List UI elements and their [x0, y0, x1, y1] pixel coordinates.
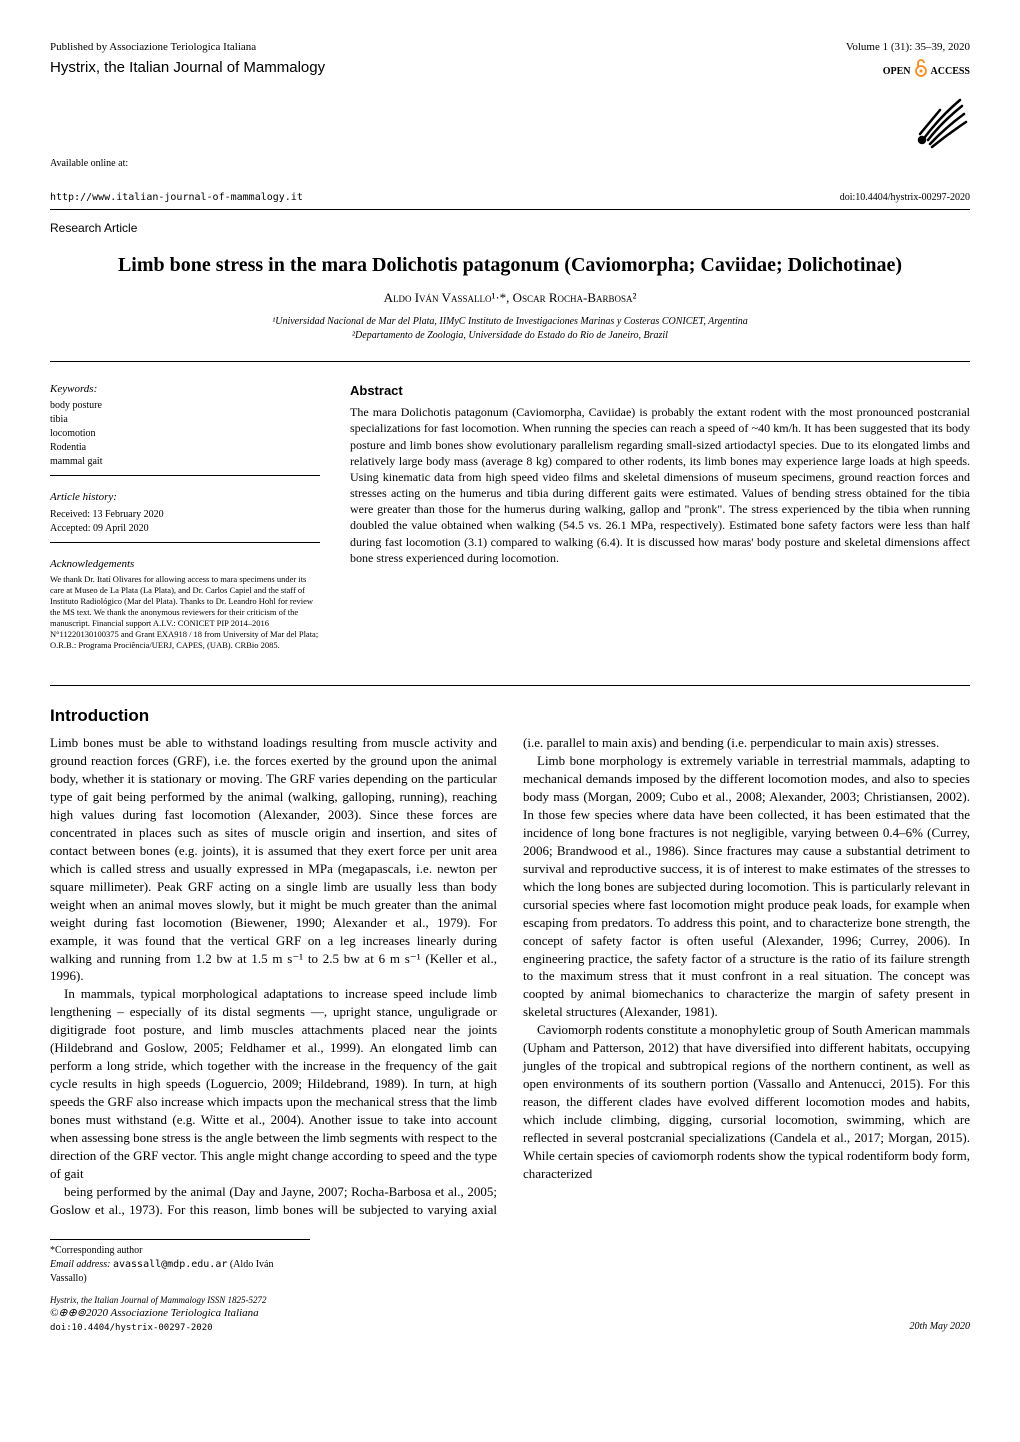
keyword: body posture	[50, 399, 320, 413]
keyword: mammal gait	[50, 455, 320, 469]
publisher-line: Published by Associazione Teriologica It…	[50, 40, 325, 55]
footer-date: 20th May 2020	[909, 1320, 970, 1334]
abstract-heading: Abstract	[350, 382, 970, 400]
header-doi: doi:10.4404/hystrix-00297-2020	[840, 191, 970, 205]
footer-doi: doi:10.4404/hystrix-00297-2020	[50, 1322, 310, 1335]
journal-logo-icon	[910, 92, 970, 152]
body-paragraph: Limb bones must be able to withstand loa…	[50, 734, 497, 985]
keywords-heading: Keywords:	[50, 382, 320, 397]
received-date: Received: 13 February 2020	[50, 508, 320, 522]
history-heading: Article history:	[50, 490, 320, 505]
accepted-date: Accepted: 09 April 2020	[50, 522, 320, 536]
footer-copyright: ©⊕⊕⊚2020 Associazione Teriologica Italia…	[50, 1306, 310, 1321]
body-paragraph: Limb bone morphology is extremely variab…	[523, 752, 970, 1021]
journal-url[interactable]: http://www.italian-journal-of-mammalogy.…	[50, 191, 303, 205]
article-title: Limb bone stress in the mara Dolichotis …	[50, 251, 970, 279]
available-online-label: Available online at:	[50, 157, 970, 171]
footer-journal-info: Hystrix, the Italian Journal of Mammalog…	[50, 1294, 310, 1307]
email-label: Email address:	[50, 1259, 110, 1270]
body-paragraph: In mammals, typical morphological adapta…	[50, 985, 497, 1182]
open-label: OPEN	[883, 65, 911, 79]
abstract-text: The mara Dolichotis patagonum (Caviomorp…	[350, 404, 970, 566]
keyword: Rodentia	[50, 441, 320, 455]
keyword: tibia	[50, 413, 320, 427]
journal-name: Hystrix, the Italian Journal of Mammalog…	[50, 57, 325, 78]
ack-text: We thank Dr. Itatí Olivares for allowing…	[50, 574, 320, 651]
open-access-icon	[915, 59, 927, 84]
access-label: ACCESS	[931, 65, 970, 79]
keyword: locomotion	[50, 427, 320, 441]
body-paragraph: Caviomorph rodents constitute a monophyl…	[523, 1021, 970, 1182]
corresponding-author-label: *Corresponding author	[50, 1244, 310, 1258]
authors: Aldo Iván Vassallo¹·*, Oscar Rocha-Barbo…	[50, 289, 970, 307]
affiliation-2: ²Departamento de Zoologia, Universidade …	[50, 329, 970, 343]
intro-heading: Introduction	[50, 704, 970, 728]
ack-heading: Acknowledgements	[50, 557, 320, 572]
corresponding-email[interactable]: avassall@mdp.edu.ar	[113, 1259, 227, 1270]
affiliation-1: ¹Universidad Nacional de Mar del Plata, …	[50, 315, 970, 329]
volume-info: Volume 1 (31): 35–39, 2020	[846, 40, 970, 55]
article-type: Research Article	[50, 220, 970, 237]
